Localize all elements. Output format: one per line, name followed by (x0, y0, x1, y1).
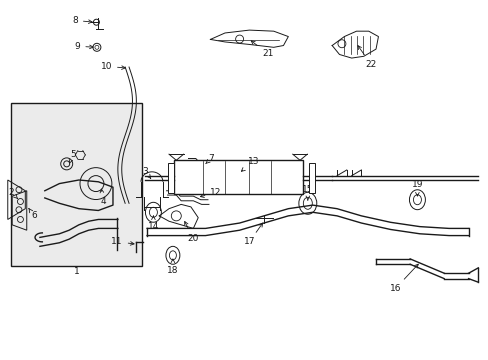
Text: 22: 22 (357, 46, 376, 69)
Text: 21: 21 (251, 41, 273, 58)
Text: 17: 17 (243, 223, 262, 246)
Text: 1: 1 (73, 267, 79, 276)
Text: 16: 16 (389, 264, 417, 293)
Text: 9: 9 (75, 42, 93, 51)
Text: 6: 6 (29, 208, 37, 220)
Text: 13: 13 (241, 157, 259, 171)
Bar (11, 103, 142, 266)
Text: 3: 3 (142, 167, 150, 179)
Bar (174, 160, 303, 194)
Text: 10: 10 (101, 62, 125, 71)
Text: 8: 8 (72, 16, 92, 25)
Text: 4: 4 (100, 189, 106, 206)
Text: 5: 5 (69, 150, 76, 163)
Text: 7: 7 (205, 154, 214, 164)
Text: 12: 12 (200, 188, 222, 198)
Text: 19: 19 (411, 180, 422, 196)
Bar (167, 163, 174, 193)
Text: 2: 2 (9, 188, 18, 198)
Text: 15: 15 (302, 185, 313, 200)
Text: 18: 18 (167, 259, 178, 275)
Text: 11: 11 (111, 237, 134, 246)
Text: 20: 20 (184, 221, 199, 243)
Text: 14: 14 (147, 216, 159, 231)
Bar (308, 163, 314, 193)
